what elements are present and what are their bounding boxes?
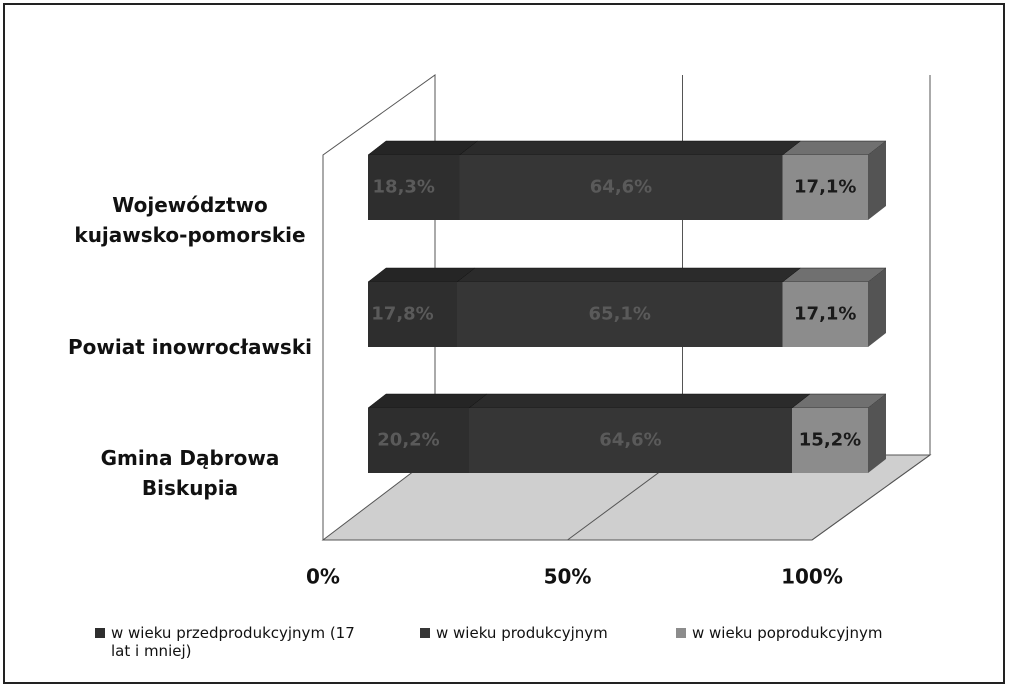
legend-item: w wieku produkcyjnym: [420, 624, 720, 642]
legend-label: w wieku przedprodukcyjnym (17 lat i mnie…: [111, 624, 355, 660]
data-label: 18,3%: [373, 177, 435, 198]
bar-side: [868, 394, 886, 473]
bar-top: [781, 140, 887, 156]
bar: [792, 408, 868, 473]
bar-side: [868, 268, 886, 347]
bar: [368, 408, 469, 473]
data-label: 64,6%: [590, 177, 652, 198]
bar: [459, 155, 783, 220]
side-wall: [322, 74, 436, 540]
bar: [782, 282, 868, 347]
data-label: 17,1%: [794, 177, 856, 198]
x-tick-label: 0%: [306, 565, 340, 589]
bar-top: [781, 267, 887, 283]
x-tick-label: 50%: [544, 565, 592, 589]
bar-top: [468, 393, 811, 409]
floor-grid-line: [811, 454, 931, 541]
frame: [3, 3, 1005, 684]
legend-swatch: [95, 628, 105, 638]
data-label: 17,1%: [794, 304, 856, 325]
bar-top: [456, 267, 802, 283]
legend-swatch: [420, 628, 430, 638]
bar: [457, 282, 783, 347]
data-label: 64,6%: [599, 430, 661, 451]
category-label: Powiat inowrocławski: [68, 335, 312, 359]
data-label: 65,1%: [589, 304, 651, 325]
data-label: 17,8%: [371, 304, 433, 325]
bar: [469, 408, 792, 473]
legend-item: w wieku poprodukcyjnym: [676, 624, 976, 642]
bar-top: [367, 393, 488, 409]
bar: [368, 282, 457, 347]
legend-label: w wieku produkcyjnym: [436, 624, 608, 642]
legend-swatch: [676, 628, 686, 638]
bar: [368, 155, 460, 220]
category-label: Gmina Dąbrowa Biskupia: [100, 446, 280, 500]
bar: [782, 155, 868, 220]
data-label: 15,2%: [799, 430, 861, 451]
legend-item: w wieku przedprodukcyjnym (17 lat i mnie…: [95, 624, 395, 660]
bar-side: [868, 141, 886, 220]
category-label: Województwo kujawsko-pomorskie: [74, 193, 306, 247]
data-label: 20,2%: [377, 430, 439, 451]
bar-top: [458, 140, 802, 156]
legend-label: w wieku poprodukcyjnym: [692, 624, 883, 642]
x-tick-label: 100%: [781, 565, 843, 589]
bar-top: [367, 267, 476, 283]
bar-top: [367, 140, 479, 156]
